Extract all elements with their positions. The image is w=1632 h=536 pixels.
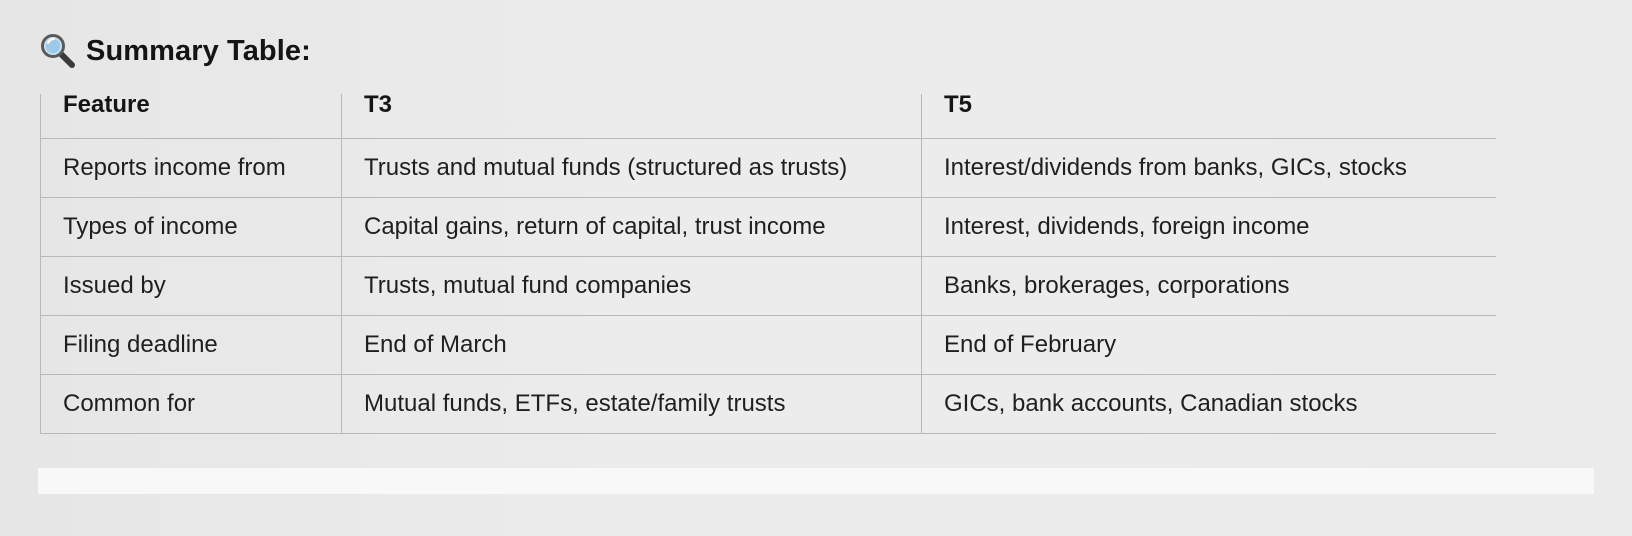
table-cell-t3: Mutual funds, ETFs, estate/family trusts <box>341 374 922 434</box>
table-cell-feature: Common for <box>40 374 342 434</box>
table-cell-t3: Trusts and mutual funds (structured as t… <box>341 138 922 198</box>
column-header-t3: T3 <box>341 94 922 139</box>
table-row: Filing deadline End of March End of Febr… <box>40 315 1496 375</box>
table-row: Reports income from Trusts and mutual fu… <box>40 138 1496 198</box>
section-title: Summary Table: <box>86 34 311 67</box>
table-cell-feature: Reports income from <box>40 138 342 198</box>
table-cell-feature: Issued by <box>40 256 342 316</box>
table-row: Common for Mutual funds, ETFs, estate/fa… <box>40 374 1496 434</box>
column-header-t5: T5 <box>921 94 1496 139</box>
summary-table: Feature T3 T5 Reports income from Trusts… <box>40 94 1496 434</box>
table-cell-feature: Filing deadline <box>40 315 342 375</box>
horizontal-scrollbar-track[interactable] <box>38 468 1594 494</box>
table-cell-t5: End of February <box>921 315 1496 375</box>
section-heading: Summary Table: <box>40 30 311 72</box>
table-cell-t3: End of March <box>341 315 922 375</box>
table-header-row: Feature T3 T5 <box>40 94 1496 139</box>
column-header-feature: Feature <box>40 94 342 139</box>
table-row: Types of income Capital gains, return of… <box>40 197 1496 257</box>
magnifying-glass-icon <box>40 33 76 69</box>
table-cell-t3: Capital gains, return of capital, trust … <box>341 197 922 257</box>
table-cell-feature: Types of income <box>40 197 342 257</box>
table-row: Issued by Trusts, mutual fund companies … <box>40 256 1496 316</box>
table-cell-t5: Interest/dividends from banks, GICs, sto… <box>921 138 1496 198</box>
table-cell-t5: Banks, brokerages, corporations <box>921 256 1496 316</box>
summary-table-container[interactable]: Feature T3 T5 Reports income from Trusts… <box>40 94 1496 466</box>
table-cell-t5: GICs, bank accounts, Canadian stocks <box>921 374 1496 434</box>
table-cell-t5: Interest, dividends, foreign income <box>921 197 1496 257</box>
table-cell-t3: Trusts, mutual fund companies <box>341 256 922 316</box>
